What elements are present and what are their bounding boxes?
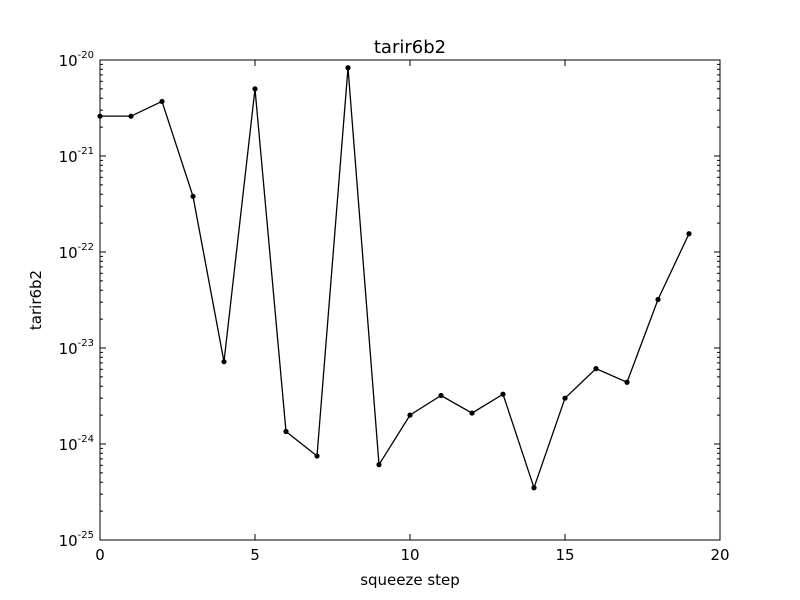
plot-frame <box>99 59 721 541</box>
data-point <box>407 412 413 418</box>
chart-title: tarir6b2 <box>374 37 446 58</box>
data-point <box>531 485 537 491</box>
x-tick-label: 5 <box>250 546 260 564</box>
data-point <box>252 86 258 92</box>
plot-area <box>97 65 692 491</box>
data-point <box>283 428 289 435</box>
data-point <box>686 231 692 237</box>
data-point <box>562 395 568 401</box>
y-axis: 10-25 10-24 10-23 10-22 10-21 10-20 <box>59 50 720 550</box>
data-point <box>159 98 165 105</box>
y-tick-label: 10-21 <box>59 146 94 166</box>
x-tick-label: 20 <box>710 546 729 564</box>
data-point <box>314 453 320 459</box>
x-tick-label: 10 <box>400 546 419 564</box>
data-point <box>624 379 630 385</box>
series-line <box>100 67 690 490</box>
y-tick-label: 10-25 <box>59 530 94 550</box>
x-axis-label: squeeze step <box>360 571 460 589</box>
data-point <box>593 366 599 372</box>
data-point <box>128 113 134 119</box>
y-tick-label: 10-23 <box>59 338 94 358</box>
y-tick-label: 10-24 <box>59 434 94 454</box>
data-point <box>500 391 506 397</box>
data-point <box>655 296 661 303</box>
x-tick-label: 0 <box>95 546 105 564</box>
y-tick-label: 10-22 <box>59 242 94 262</box>
y-axis-label: tarir6b2 <box>27 270 45 330</box>
data-point <box>345 65 351 71</box>
data-point <box>376 462 382 468</box>
data-point <box>469 410 475 416</box>
data-point <box>438 392 444 399</box>
x-axis: 0 5 10 15 20 <box>95 60 730 564</box>
y-tick-label: 10-20 <box>59 50 94 70</box>
data-point <box>221 359 227 365</box>
data-point <box>190 193 196 199</box>
x-tick-label: 15 <box>555 546 574 564</box>
